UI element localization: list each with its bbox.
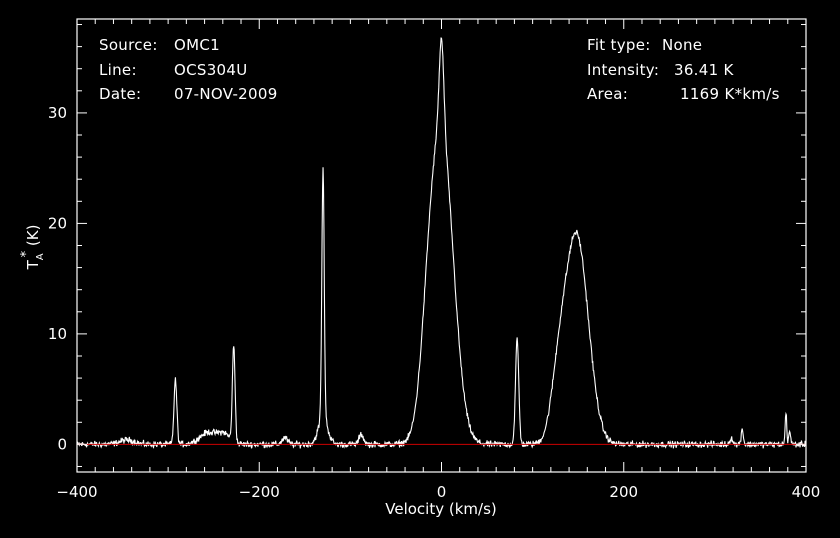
line-value: OCS304U [174,61,248,79]
y-axis-label-sup: * [19,250,34,257]
source-label: Source: [99,36,158,54]
area-value: 1169 K*km/s [680,85,780,103]
line-label: Line: [99,61,137,79]
x-tick-label: −400 [56,483,97,501]
chart-marks [76,37,807,449]
x-tick-label: 0 [437,483,447,501]
y-tick-label: 10 [48,325,67,343]
x-tick-label: 400 [792,483,821,501]
y-tick-label: 20 [48,214,67,232]
x-axis-label: Velocity (km/s) [385,500,496,518]
source-value: OMC1 [174,36,220,54]
x-tick-label: 200 [609,483,638,501]
spectrum-series-line-0 [76,37,807,449]
intensity-value: 36.41 K [674,61,734,79]
intensity-label: Intensity: [587,61,660,79]
x-tick-label: −200 [239,483,280,501]
fit-type-value: None [662,36,703,54]
fit-type-label: Fit type: [587,36,651,54]
svg-text:TA* (K): TA* (K) [19,225,46,271]
date-label: Date: [99,85,142,103]
y-axis-label-main: T [24,259,42,270]
axis-ticks [76,19,807,472]
y-tick-label: 30 [48,104,67,122]
area-label: Area: [587,85,629,103]
y-axis-label-unit: (K) [24,225,42,251]
y-axis-label: TA* (K) [19,225,46,271]
y-tick-label: 0 [57,435,67,453]
y-axis-label-sub: A [35,253,46,260]
date-value: 07-NOV-2009 [174,85,278,103]
tick-labels: −400 −200 0 200 400 0 10 20 30 [48,104,820,501]
